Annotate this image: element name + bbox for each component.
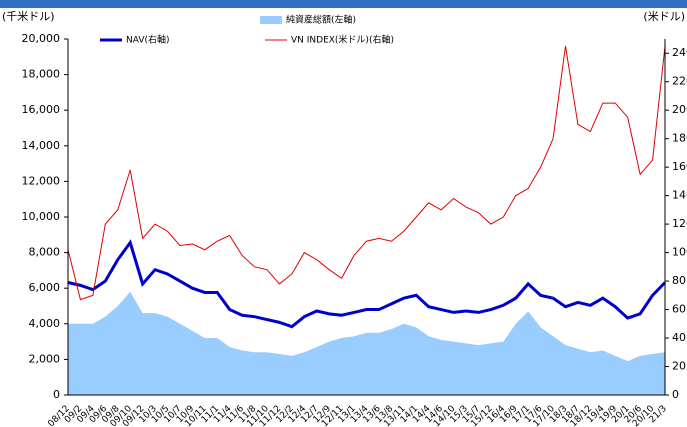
- y2-tick-label: 120: [672, 217, 687, 230]
- y-tick-label: 10,000: [22, 210, 61, 223]
- y2-tick-label: 240: [672, 46, 687, 59]
- y-tick-label: 8,000: [29, 246, 61, 259]
- line: [67, 46, 666, 301]
- y-tick-label: 14,000: [22, 139, 61, 152]
- y-tick-label: 12,000: [22, 174, 61, 187]
- y2-tick-label: 0: [672, 388, 679, 401]
- y2-tick-label: 200: [672, 103, 687, 116]
- y2-tick-label: 160: [672, 160, 687, 173]
- y2-tick-label: 60: [672, 303, 686, 316]
- y2-tick-label: 140: [672, 189, 687, 202]
- legend-label: NAV(右軸): [126, 34, 170, 46]
- legend-label: 純資産総額(左軸): [286, 14, 356, 26]
- area: [68, 291, 665, 395]
- y2-tick-label: 180: [672, 132, 687, 145]
- line: [67, 239, 667, 329]
- legend-swatch: [260, 16, 282, 24]
- y-tick-label: 6,000: [29, 281, 61, 294]
- y2-tick-label: 80: [672, 274, 686, 287]
- y-tick-label: 4,000: [29, 317, 61, 330]
- y2-tick-label: 220: [672, 75, 687, 88]
- y-tick-label: 16,000: [22, 103, 61, 116]
- y-axis-label: (千米ドル): [2, 10, 55, 23]
- y-tick-label: 20,000: [22, 32, 61, 45]
- y2-axis-label: (米ドル): [643, 10, 685, 23]
- y-tick-label: 2,000: [29, 352, 61, 365]
- y2-tick-label: 20: [672, 360, 686, 373]
- y-tick-label: 0: [53, 388, 60, 401]
- y-tick-label: 18,000: [22, 68, 61, 81]
- y2-tick-label: 40: [672, 331, 686, 344]
- legend-label: VN INDEX(米ドル)(右軸): [291, 34, 394, 46]
- top-bar: [0, 0, 687, 8]
- y2-tick-label: 100: [672, 246, 687, 259]
